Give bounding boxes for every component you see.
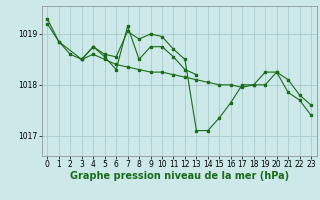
X-axis label: Graphe pression niveau de la mer (hPa): Graphe pression niveau de la mer (hPa) bbox=[70, 171, 289, 181]
